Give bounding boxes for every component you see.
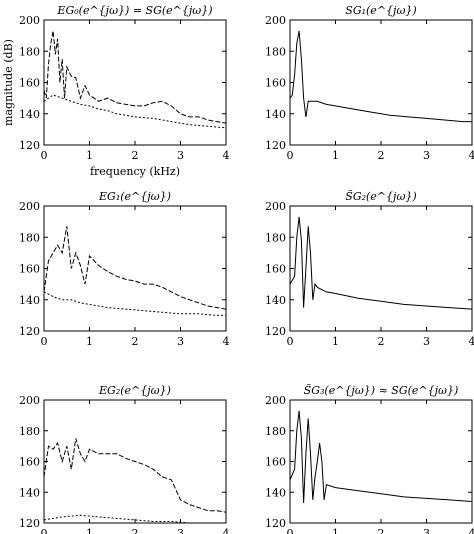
- x-tick-label: 1: [86, 149, 93, 162]
- x-tick-label: 0: [287, 527, 294, 534]
- x-tick-label: 3: [177, 149, 184, 162]
- y-tick-label: 180: [265, 45, 286, 58]
- x-tick-label: 0: [41, 335, 48, 348]
- x-tick-label: 4: [223, 527, 230, 534]
- y-tick-label: 160: [265, 77, 286, 90]
- y-tick-label: 200: [19, 394, 40, 407]
- y-tick-label: 120: [265, 325, 286, 338]
- panel-2: EG₁(e^{jω}) 0 1 2 3 4 120 140 160 180 200: [19, 190, 230, 348]
- panel-title: EG₁(e^{jω}): [98, 190, 171, 203]
- y-tick-label: 160: [265, 263, 286, 276]
- y-tick-label: 120: [265, 517, 286, 530]
- y-tick-label: 200: [19, 14, 40, 27]
- panel-0: EG₀(e^{jω}) = SG(e^{jω}) 0 1 2 3 4 120 140 160 18…: [2, 4, 230, 178]
- y-tick-label: 180: [19, 425, 40, 438]
- y-tick-label: 180: [19, 45, 40, 58]
- panel-title: SG₁(e^{jω}): [345, 4, 416, 17]
- y-tick-label: 200: [265, 200, 286, 213]
- x-axis-label: frequency (kHz): [90, 165, 180, 178]
- y-tick-label: 140: [265, 486, 286, 499]
- x-tick-label: 3: [423, 527, 430, 534]
- x-tick-label: 3: [177, 527, 184, 534]
- series-0-line: [290, 216, 472, 310]
- panel-title: EG₂(e^{jω}): [98, 384, 171, 397]
- x-tick-label: 1: [332, 335, 339, 348]
- y-tick-label: 120: [19, 325, 40, 338]
- y-tick-label: 120: [19, 139, 40, 152]
- plot-frame: [43, 19, 227, 146]
- y-tick-label: 200: [265, 14, 286, 27]
- x-tick-label: 3: [177, 335, 184, 348]
- y-tick-label: 200: [19, 200, 40, 213]
- panel-1: SG₁(e^{jω}) 0 1 2 3 4 120 140 160 180 200: [265, 4, 474, 162]
- panel-4: EG₂(e^{jω}) 0 1 2 3 4 120 140 160 180 200: [19, 384, 230, 534]
- x-tick-label: 4: [469, 149, 474, 162]
- panel-title: S̃G₃(e^{jω}) ≈ SG(e^{jω}): [304, 384, 459, 397]
- plot-frame: [289, 19, 473, 146]
- y-tick-label: 180: [265, 231, 286, 244]
- x-tick-label: 2: [378, 335, 385, 348]
- y-tick-label: 180: [19, 231, 40, 244]
- x-tick-label: 0: [41, 527, 48, 534]
- series-0-line: [44, 438, 226, 513]
- y-tick-label: 160: [19, 456, 40, 469]
- x-tick-label: 1: [332, 149, 339, 162]
- series-0-line: [290, 30, 472, 123]
- x-tick-label: 2: [378, 149, 385, 162]
- x-tick-label: 4: [223, 335, 230, 348]
- series-1-line: [44, 291, 226, 316]
- y-axis-label: magnitude (dB): [2, 39, 15, 126]
- series-0-line: [44, 30, 226, 124]
- y-tick-label: 200: [265, 394, 286, 407]
- y-tick-label: 120: [19, 517, 40, 530]
- x-tick-label: 4: [223, 149, 230, 162]
- x-tick-label: 1: [86, 527, 93, 534]
- x-tick-label: 3: [423, 149, 430, 162]
- x-tick-label: 3: [423, 335, 430, 348]
- x-tick-label: 0: [287, 335, 294, 348]
- y-tick-label: 140: [19, 108, 40, 121]
- y-tick-label: 140: [19, 486, 40, 499]
- x-tick-label: 2: [378, 527, 385, 534]
- y-tick-label: 160: [19, 77, 40, 90]
- series-1-line: [44, 94, 226, 129]
- y-tick-label: 180: [265, 425, 286, 438]
- y-tick-label: 160: [265, 456, 286, 469]
- x-tick-label: 2: [132, 335, 139, 348]
- x-tick-label: 0: [287, 149, 294, 162]
- series-0-line: [290, 410, 472, 504]
- x-tick-label: 1: [332, 527, 339, 534]
- panel-3: S̃G₂(e^{jω}) 0 1 2 3 4 120 140 160 180 200: [265, 190, 474, 348]
- x-tick-label: 0: [41, 149, 48, 162]
- series-0-line: [44, 226, 226, 310]
- panel-title: S̃G₂(e^{jω}): [345, 190, 416, 203]
- x-tick-label: 1: [86, 335, 93, 348]
- plot-frame: [289, 205, 473, 332]
- y-tick-label: 120: [265, 139, 286, 152]
- y-tick-label: 140: [19, 294, 40, 307]
- x-tick-label: 4: [469, 527, 474, 534]
- x-tick-label: 2: [132, 527, 139, 534]
- y-tick-label: 140: [265, 108, 286, 121]
- y-tick-label: 140: [265, 294, 286, 307]
- x-tick-label: 4: [469, 335, 474, 348]
- x-tick-label: 2: [132, 149, 139, 162]
- panel-title: EG₀(e^{jω}) = SG(e^{jω}): [56, 4, 212, 17]
- panel-5: S̃G₃(e^{jω}) ≈ SG(e^{jω}) 0 1 2 3 4 120 140 160 1…: [265, 384, 474, 534]
- y-tick-label: 160: [19, 263, 40, 276]
